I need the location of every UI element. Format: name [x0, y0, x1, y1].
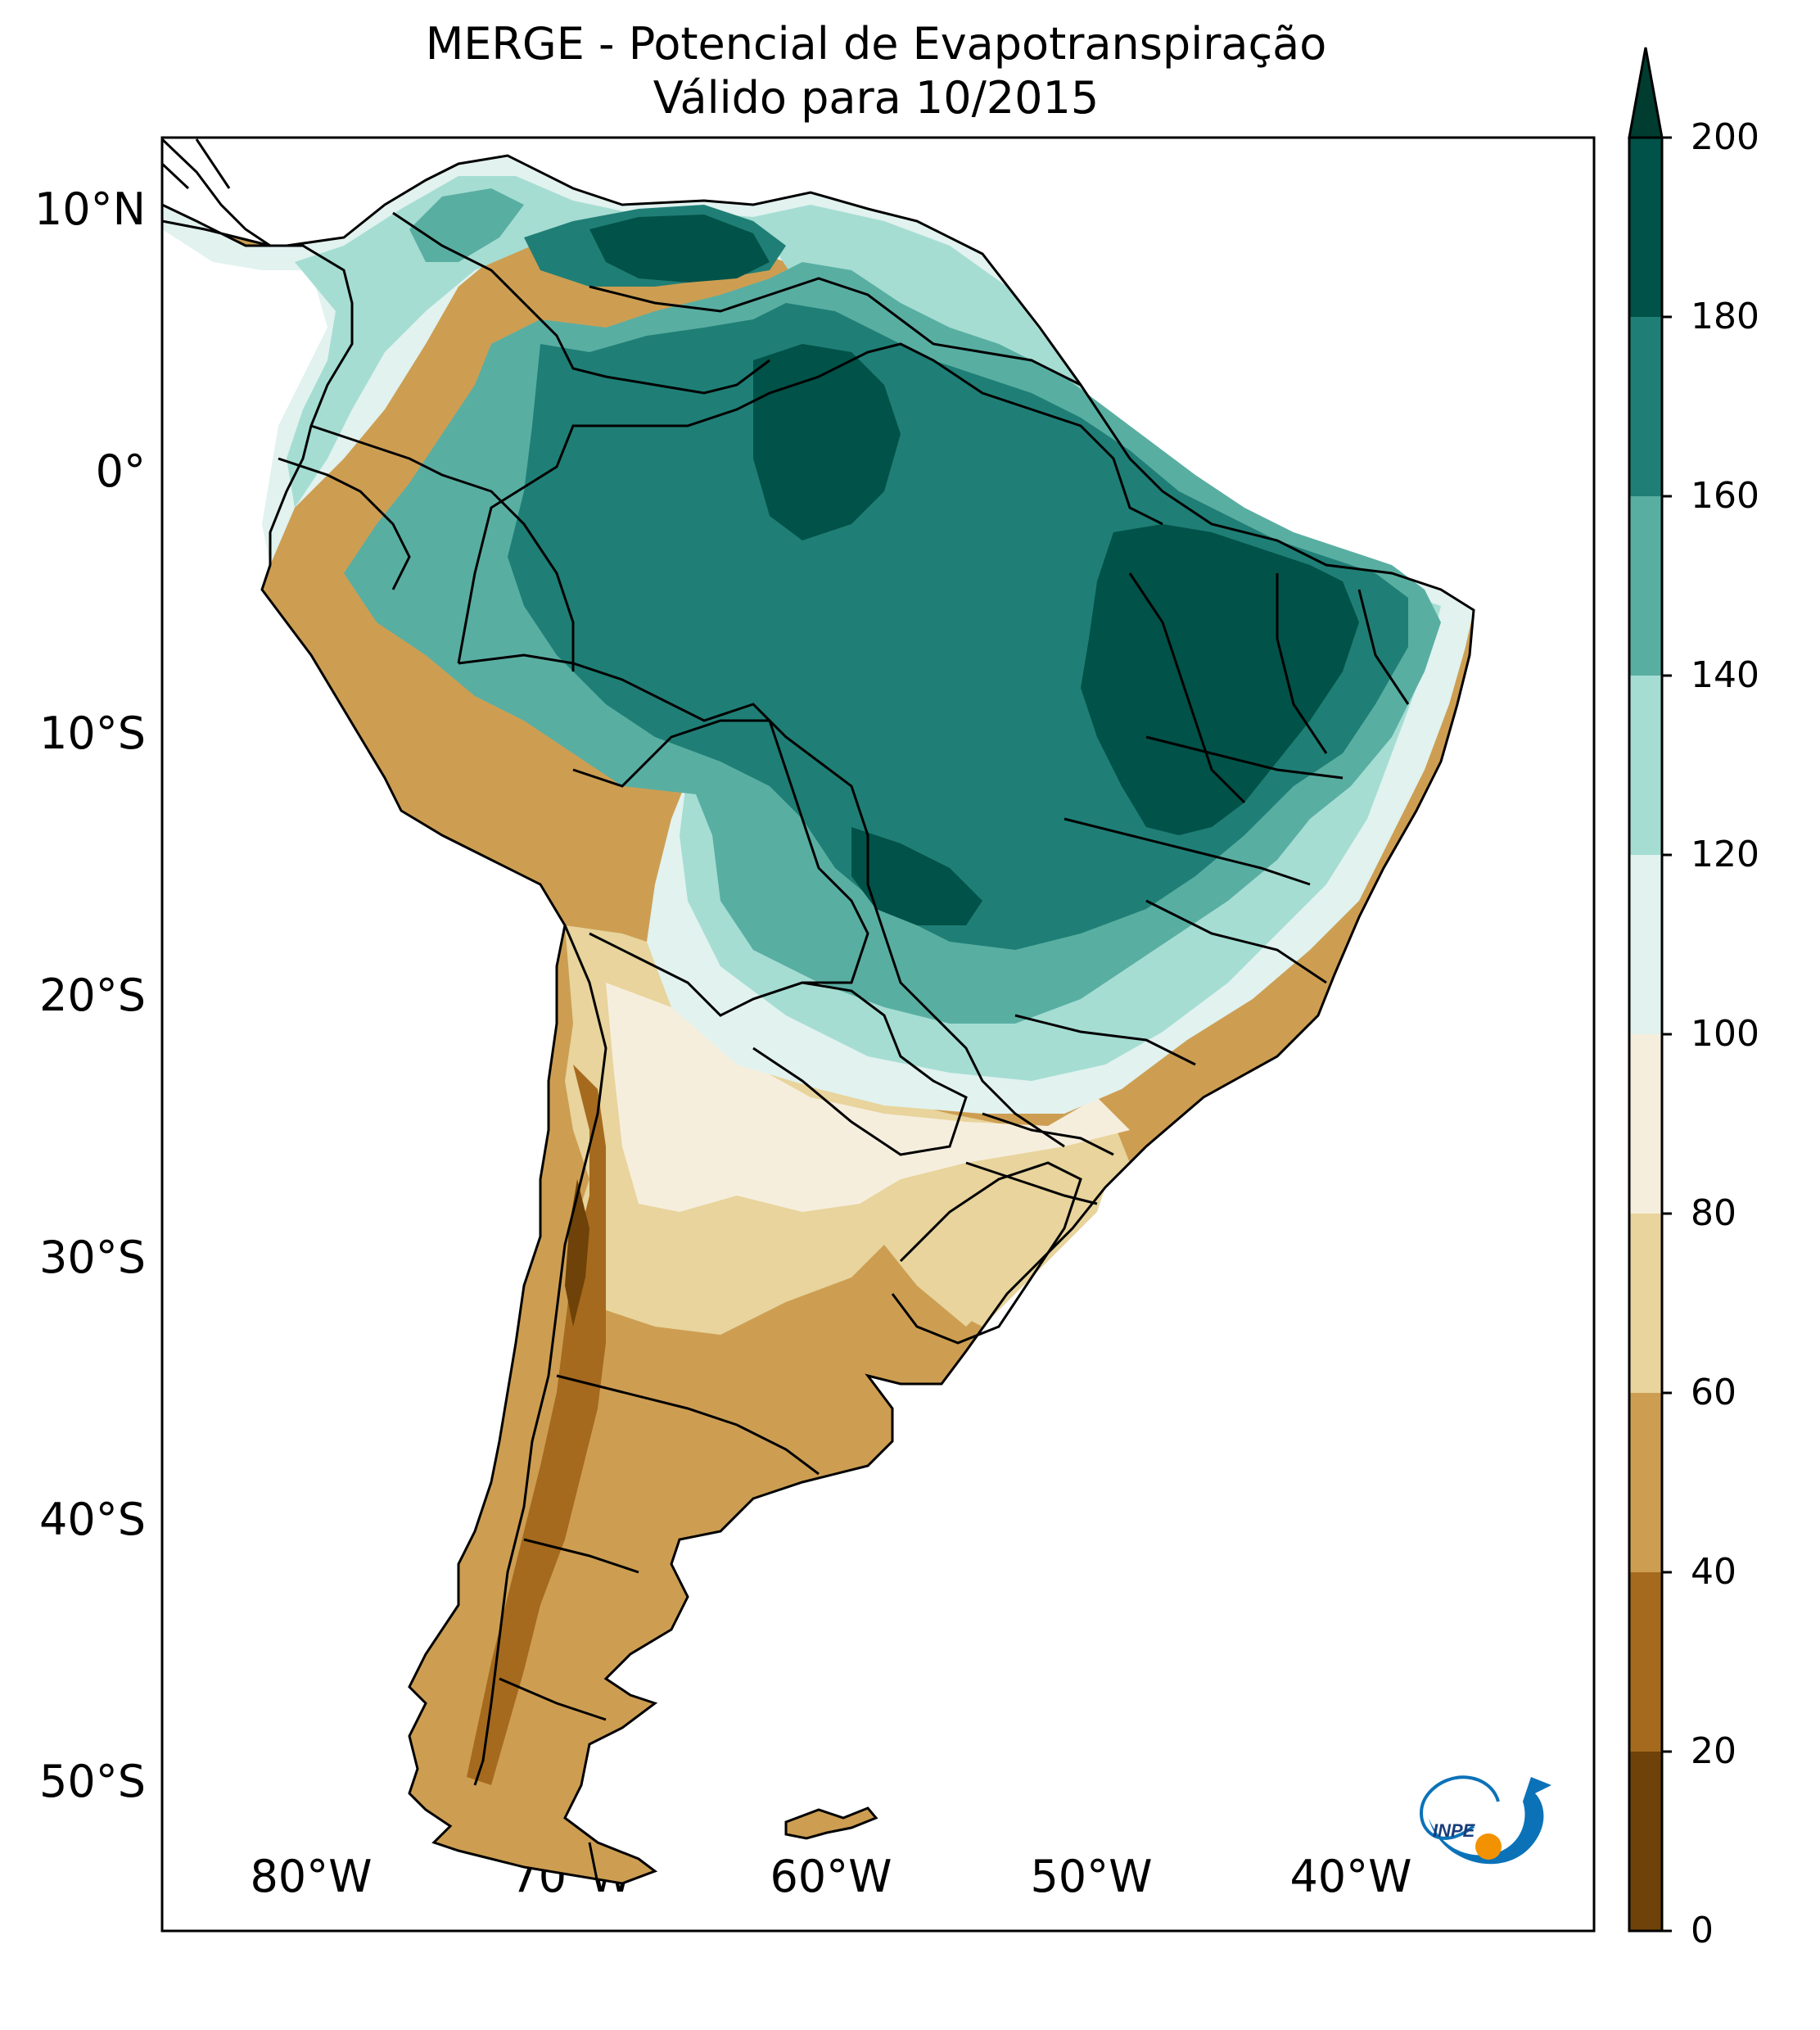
- colorbar-tick-80: 80: [1691, 1192, 1736, 1234]
- band-180-200-central: [851, 827, 982, 925]
- colorbar-tick-0: 0: [1691, 1910, 1714, 1951]
- colorbar-segment: [1629, 496, 1662, 676]
- colorbar-extend-arrow: [1628, 47, 1664, 139]
- colorbar-tick-20: 20: [1691, 1730, 1736, 1772]
- lat-label-20s: 20°S: [39, 970, 146, 1021]
- colorbar-tick-200: 200: [1691, 116, 1759, 158]
- colorbar: [1628, 47, 1672, 1933]
- border-north: [589, 277, 1082, 387]
- border-amazon-states: [457, 342, 1163, 664]
- lon-label-80w: 80°W: [250, 1851, 373, 1902]
- colorbar-segment: [1629, 855, 1662, 1034]
- colorbar-tick-100: 100: [1691, 1013, 1759, 1055]
- lat-label-10s: 10°S: [39, 708, 146, 759]
- border-ne-states: [1014, 572, 1410, 1066]
- colorbar-segment: [1629, 1752, 1662, 1931]
- borders: [162, 138, 1475, 1885]
- band-180-200-amazon: [753, 344, 901, 540]
- map-frame: [160, 136, 1596, 1933]
- logo-ring-icon: [1420, 1775, 1500, 1840]
- lon-label-40w: 40°W: [1289, 1851, 1412, 1902]
- coastline: [162, 154, 1475, 1885]
- colorbar-tick-140: 140: [1691, 654, 1759, 696]
- border-venezuela: [392, 211, 770, 395]
- border-andes: [473, 925, 607, 1786]
- colorbar-segment: [1629, 1572, 1662, 1752]
- colorbar-tick-60: 60: [1691, 1372, 1736, 1413]
- band-80-100: [606, 983, 1130, 1212]
- colorbar-tick-40: 40: [1691, 1551, 1736, 1593]
- border-ecuador: [278, 457, 411, 590]
- logo-swoosh-icon: [1429, 1777, 1551, 1865]
- border-south-states: [965, 1112, 1114, 1205]
- lon-label-50w: 50°W: [1030, 1851, 1153, 1902]
- central-america: [162, 138, 271, 247]
- logo-sun-icon: [1475, 1833, 1502, 1860]
- colorbar-segment: [1629, 317, 1662, 496]
- colorbar-segment: [1629, 1393, 1662, 1572]
- colorbar-segment: [1629, 1034, 1662, 1214]
- colorbar-segment: [1629, 676, 1662, 855]
- colorbar-tick-120: 120: [1691, 834, 1759, 875]
- border-brazil: [458, 653, 1065, 1148]
- lat-label-10n: 10°N: [34, 183, 146, 235]
- map-area: [162, 156, 1474, 1883]
- inpe-logo: INPE: [1420, 1775, 1551, 1865]
- border-colombia: [310, 424, 575, 671]
- lat-label-50s: 50°S: [39, 1756, 146, 1807]
- lat-label-30s: 30°S: [39, 1232, 146, 1283]
- lat-label-0: 0°: [95, 445, 146, 497]
- chart-subtitle: Válido para 10/2015: [653, 72, 1100, 124]
- border-uruguay: [891, 1161, 1082, 1345]
- band-60-80-uruguay: [884, 1155, 1113, 1327]
- colorbar-tick-160: 160: [1691, 475, 1759, 517]
- border-patagonia: [499, 1374, 820, 1884]
- logo-text: INPE: [1433, 1820, 1476, 1841]
- chart-title: MERGE - Potencial de Evapotranspiração: [425, 18, 1327, 70]
- border-paraguay: [752, 981, 968, 1156]
- lon-label-60w: 60°W: [770, 1851, 892, 1902]
- lat-label-40s: 40°S: [39, 1494, 146, 1545]
- falklands: [784, 1806, 878, 1840]
- colorbar-tick-180: 180: [1691, 296, 1759, 337]
- border-bolivia: [572, 719, 869, 1017]
- colorbar-segment: [1629, 138, 1662, 317]
- colorbar-segment: [1629, 1214, 1662, 1393]
- band-180-200-north: [589, 215, 770, 283]
